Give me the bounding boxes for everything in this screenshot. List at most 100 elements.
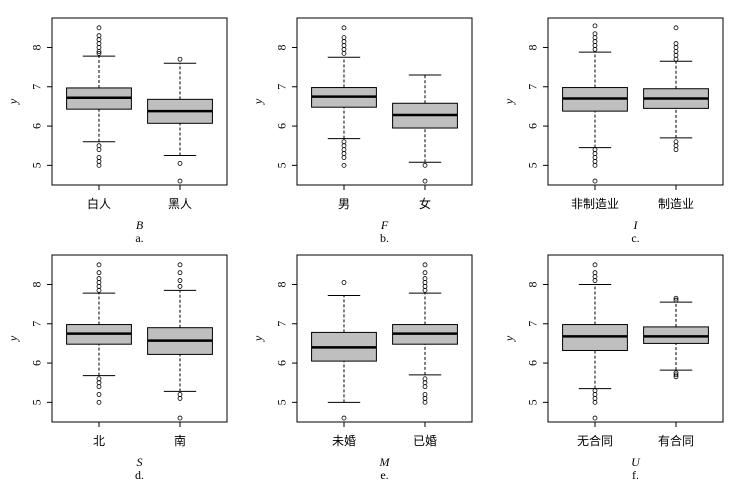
outlier	[96, 399, 102, 405]
outlier	[177, 278, 183, 283]
outlier	[592, 162, 598, 168]
outlier	[592, 278, 598, 283]
y-tick-label: 8	[526, 44, 540, 50]
outlier	[96, 45, 102, 50]
outlier	[422, 280, 428, 285]
x-axis-label: M	[379, 455, 391, 469]
outlier	[673, 41, 679, 46]
outlier	[592, 415, 598, 421]
outlier	[341, 39, 347, 44]
outlier	[592, 39, 598, 44]
outlier	[673, 49, 679, 54]
y-axis-label: y	[251, 335, 265, 342]
y-tick-label: 5	[30, 162, 44, 168]
plot-frame	[51, 254, 228, 423]
x-axis-label: I	[633, 218, 639, 232]
outlier	[177, 178, 183, 184]
plot-frame	[51, 17, 228, 186]
x-tick-label: 非制造业	[571, 197, 619, 211]
outlier	[592, 43, 598, 48]
y-tick-label: 7	[275, 84, 289, 90]
outlier	[96, 33, 102, 39]
caption: e.	[380, 468, 388, 482]
x-axis-label: B	[136, 218, 144, 232]
caption: f.	[632, 468, 639, 482]
y-tick-label: 8	[30, 44, 44, 50]
caption: b.	[380, 231, 389, 245]
y-tick-label: 7	[30, 84, 44, 90]
outlier	[673, 297, 679, 303]
y-tick-label: 8	[275, 281, 289, 287]
outlier	[96, 143, 102, 149]
plot-frame	[547, 254, 724, 423]
y-axis-label: y	[502, 98, 516, 105]
outlier	[96, 50, 102, 56]
outlier	[422, 262, 428, 268]
outlier	[592, 155, 598, 160]
outlier	[592, 388, 598, 393]
outlier	[592, 396, 598, 401]
y-tick-label: 5	[275, 162, 289, 168]
outlier	[341, 147, 347, 153]
y-tick-label: 6	[275, 123, 289, 129]
outlier	[422, 284, 428, 289]
y-axis-label: y	[6, 98, 20, 105]
outlier	[673, 139, 679, 145]
outlier	[592, 159, 598, 164]
outlier	[422, 178, 428, 184]
outlier	[592, 399, 598, 405]
outlier	[673, 25, 679, 31]
x-tick-label: 未婚	[332, 434, 356, 448]
outlier	[422, 384, 428, 390]
x-tick-label: 女	[419, 196, 431, 211]
outlier	[592, 178, 598, 184]
outlier	[422, 162, 428, 168]
outlier	[96, 270, 102, 276]
outlier	[341, 35, 347, 41]
x-axis-label: F	[380, 218, 389, 232]
x-tick-label: 已婚	[413, 434, 437, 448]
outlier	[592, 151, 598, 156]
y-tick-label: 6	[526, 123, 540, 129]
outlier	[96, 25, 102, 31]
outlier	[592, 23, 598, 29]
x-tick-label: 男	[338, 197, 350, 211]
outlier	[96, 376, 102, 382]
outlier	[422, 392, 428, 397]
outlier	[673, 372, 679, 378]
outlier	[673, 147, 679, 153]
outlier	[96, 392, 102, 397]
outlier	[96, 159, 102, 164]
outlier	[96, 155, 102, 160]
outlier	[341, 162, 347, 168]
outlier	[96, 380, 102, 386]
outlier	[422, 396, 428, 401]
outlier	[673, 52, 679, 58]
y-axis-label: y	[6, 335, 20, 342]
outlier	[177, 270, 183, 276]
y-tick-label: 6	[30, 360, 44, 366]
y-tick-label: 5	[526, 162, 540, 168]
caption: a.	[135, 231, 143, 245]
y-axis-label: y	[502, 335, 516, 342]
outlier	[592, 47, 598, 52]
y-tick-label: 8	[275, 44, 289, 50]
outlier	[592, 274, 598, 280]
outlier	[341, 415, 347, 421]
outlier	[341, 47, 347, 52]
outlier	[96, 162, 102, 168]
outlier	[422, 276, 428, 281]
outlier	[592, 35, 598, 41]
outlier	[422, 380, 428, 386]
caption: c.	[631, 231, 639, 245]
outlier	[341, 43, 347, 48]
outlier	[96, 41, 102, 46]
outlier	[96, 147, 102, 153]
x-tick-label: 白人	[87, 196, 111, 211]
plot-frame	[547, 17, 724, 186]
outlier	[341, 25, 347, 31]
outlier	[592, 147, 598, 153]
outlier	[341, 50, 347, 56]
outlier	[422, 399, 428, 405]
